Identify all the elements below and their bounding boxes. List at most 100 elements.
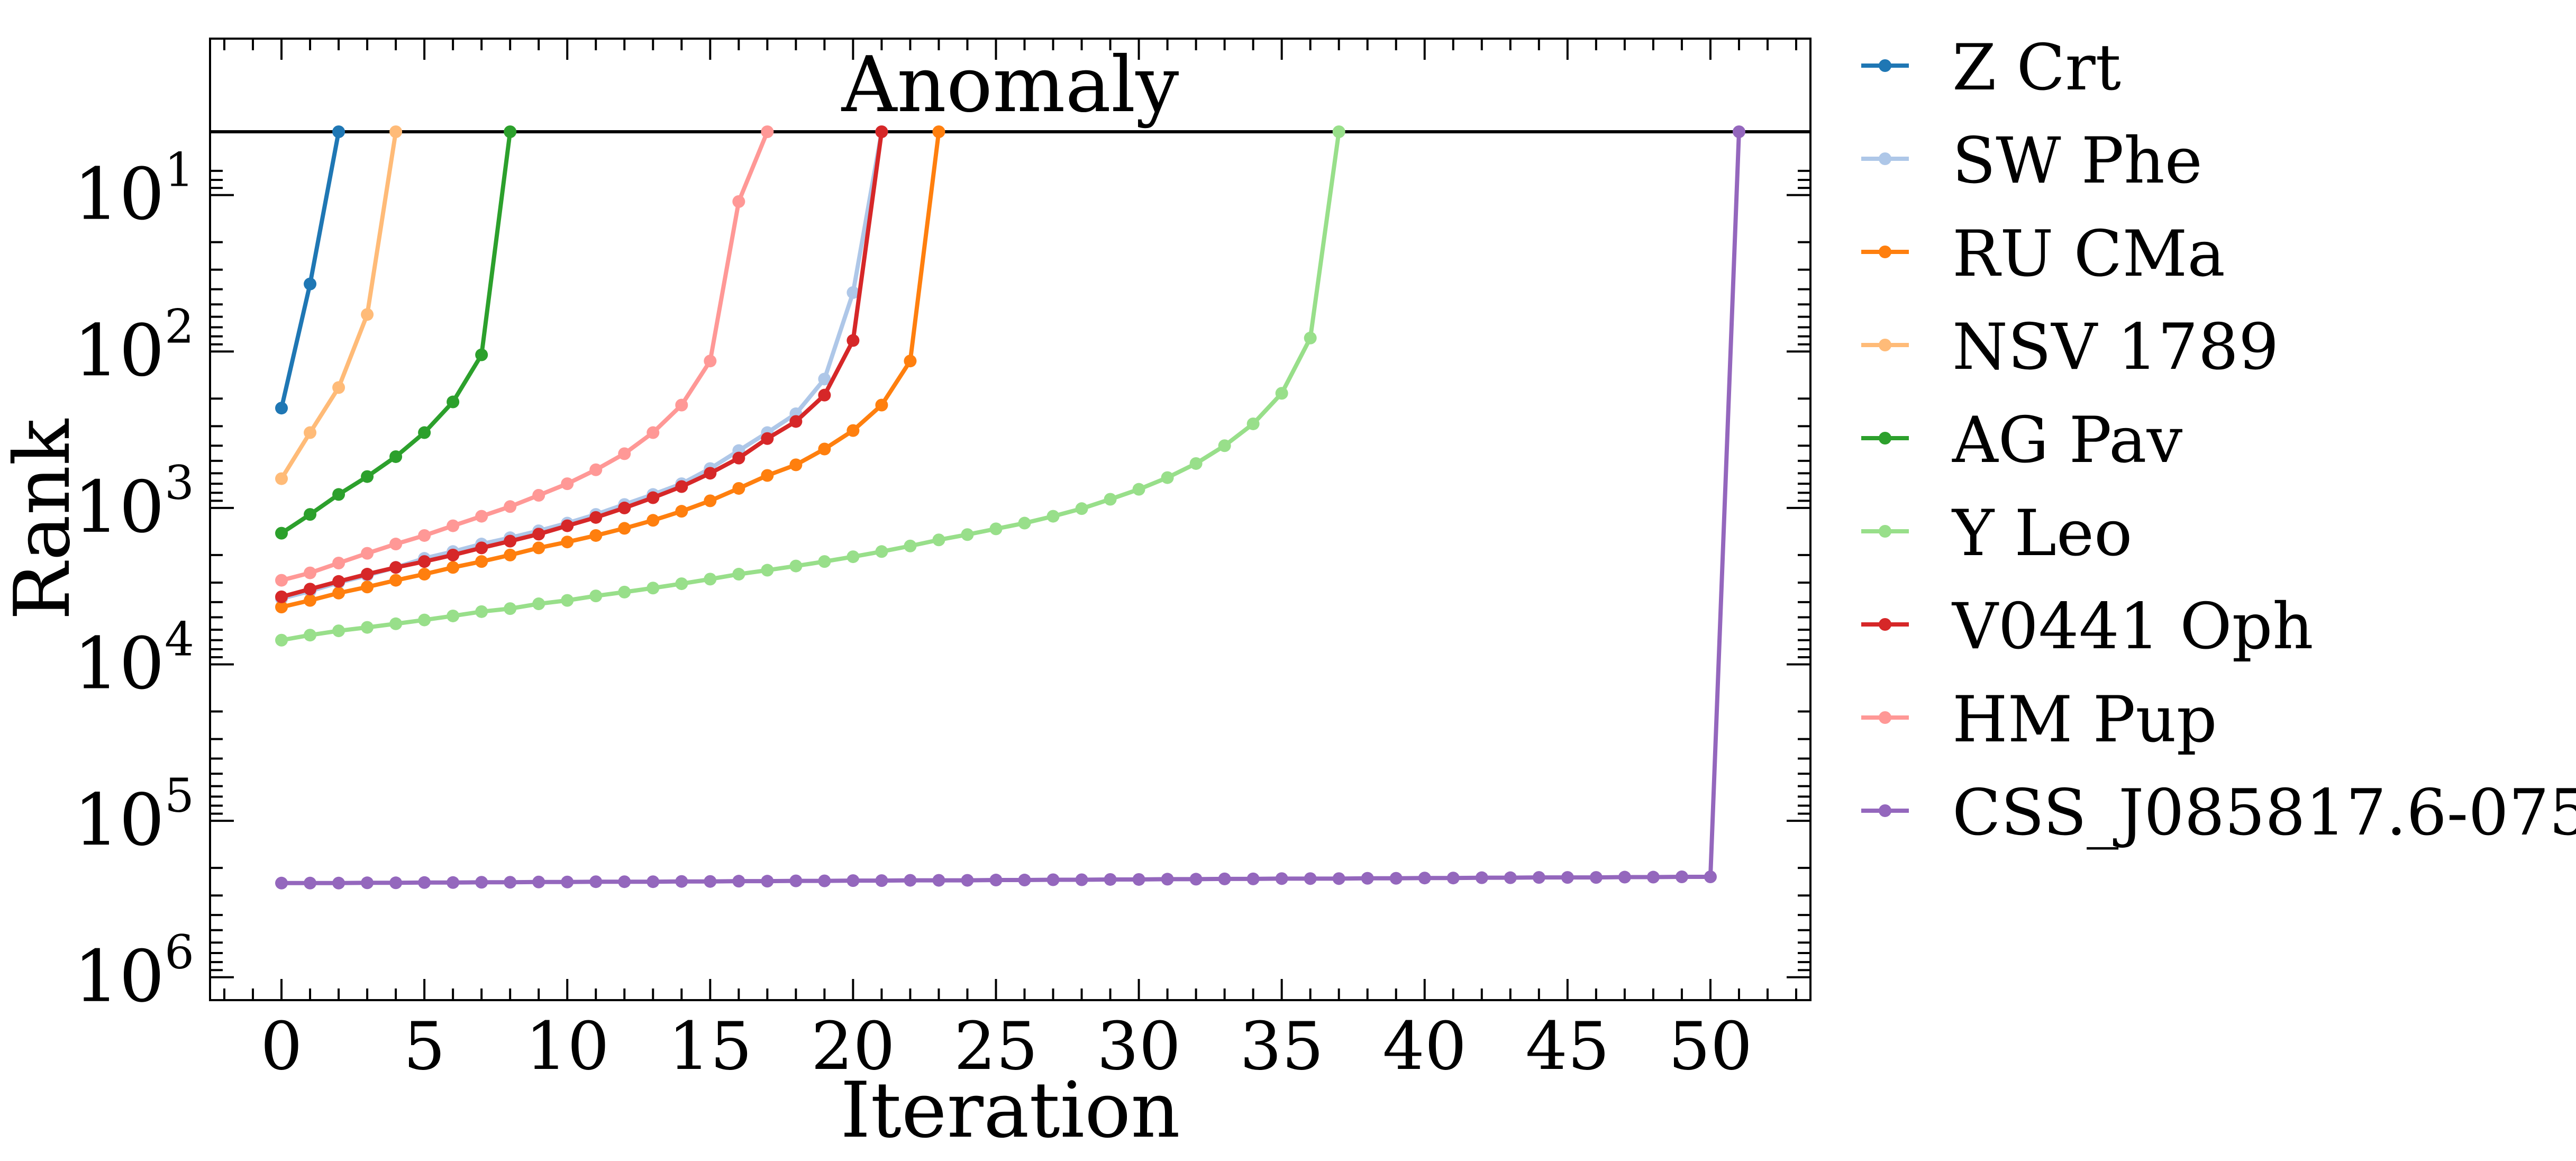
x-tick-label: 15 xyxy=(668,1008,752,1085)
data-point xyxy=(1275,387,1288,400)
data-point xyxy=(361,568,374,581)
data-point xyxy=(504,876,517,889)
data-point xyxy=(332,586,345,600)
data-point xyxy=(875,545,888,558)
data-point xyxy=(475,541,488,555)
y-tick-label: 105 xyxy=(74,768,194,861)
data-point xyxy=(361,547,374,560)
data-point xyxy=(332,125,345,138)
data-point xyxy=(1704,870,1717,883)
data-point xyxy=(904,874,917,887)
data-point xyxy=(475,555,488,568)
data-point xyxy=(1275,872,1288,885)
data-point xyxy=(389,538,403,551)
series-0 xyxy=(275,125,345,415)
data-point xyxy=(361,876,374,890)
legend-label: AG Pav xyxy=(1952,404,2183,477)
data-point xyxy=(361,308,374,321)
data-point xyxy=(561,519,574,532)
data-point xyxy=(818,373,831,386)
x-tick-label: 10 xyxy=(525,1008,609,1085)
data-point xyxy=(1532,871,1545,884)
data-point xyxy=(1418,872,1431,885)
data-point xyxy=(1732,125,1745,138)
data-point xyxy=(361,470,374,483)
data-point xyxy=(304,629,317,642)
data-point xyxy=(618,875,631,888)
y-tick-base: 10 xyxy=(74,153,165,236)
y-tick-label: 106 xyxy=(74,925,194,1018)
data-point xyxy=(932,125,945,138)
data-point xyxy=(1104,873,1117,886)
legend-entry: V0441 Oph xyxy=(1861,590,2314,664)
data-point xyxy=(846,424,860,437)
data-point xyxy=(332,488,345,501)
series-line xyxy=(280,131,513,535)
legend-entry: NSV 1789 xyxy=(1861,311,2279,384)
y-tick-label: 101 xyxy=(74,143,194,236)
data-point xyxy=(1475,871,1488,884)
data-point xyxy=(475,510,488,523)
data-point xyxy=(389,876,403,890)
data-point xyxy=(304,508,317,521)
legend-marker xyxy=(1879,525,1891,538)
ticks xyxy=(210,39,1810,1000)
series-2 xyxy=(275,125,945,614)
data-point xyxy=(1361,872,1374,885)
data-point xyxy=(846,874,860,887)
data-point xyxy=(875,398,888,412)
data-point xyxy=(761,125,774,138)
data-point xyxy=(789,458,803,471)
data-point xyxy=(361,580,374,594)
series-line xyxy=(281,131,770,583)
data-point xyxy=(846,286,860,299)
data-point xyxy=(932,874,945,887)
data-point xyxy=(818,874,831,887)
data-point xyxy=(1189,873,1203,886)
axes xyxy=(209,38,1812,1001)
legend: Z Crt SW Phe RU CMa NSV 1789 AG Pav Y Leo V044… xyxy=(1861,31,2576,850)
data-point xyxy=(1161,471,1174,484)
series-line xyxy=(281,131,1741,885)
data-point xyxy=(504,548,517,561)
y-tick-exponent: 3 xyxy=(165,456,194,510)
data-point xyxy=(1675,870,1688,883)
data-point xyxy=(961,874,974,887)
x-tick-label: 35 xyxy=(1240,1008,1324,1085)
data-point xyxy=(1075,502,1088,515)
data-point xyxy=(475,348,488,361)
data-point xyxy=(618,522,631,535)
data-point xyxy=(675,480,688,493)
data-point xyxy=(1218,439,1231,452)
data-point xyxy=(1075,873,1088,886)
data-point xyxy=(647,426,660,439)
plot-frame xyxy=(209,38,1812,1001)
y-tick-exponent: 4 xyxy=(165,612,194,667)
data-point xyxy=(589,529,603,542)
data-point xyxy=(1246,872,1260,885)
data-point xyxy=(304,583,317,596)
data-point xyxy=(504,125,517,138)
series-line xyxy=(281,131,884,601)
data-point xyxy=(1504,871,1517,884)
series-line xyxy=(280,131,884,599)
data-point xyxy=(447,609,460,622)
data-point xyxy=(447,876,460,889)
data-point xyxy=(275,633,288,647)
series-line xyxy=(279,131,398,480)
legend-label: Z Crt xyxy=(1952,31,2121,105)
data-point xyxy=(532,488,545,502)
data-point xyxy=(418,613,431,627)
x-tick-label: 45 xyxy=(1525,1008,1609,1085)
data-point xyxy=(589,511,603,524)
y-axis-label: Rank xyxy=(0,419,87,620)
data-point xyxy=(1104,493,1117,506)
data-point xyxy=(647,875,660,888)
data-point xyxy=(447,561,460,574)
data-point xyxy=(761,469,774,482)
data-point xyxy=(475,605,488,618)
legend-label: HM Pup xyxy=(1952,683,2217,757)
data-point xyxy=(561,536,574,549)
data-point xyxy=(732,195,745,208)
